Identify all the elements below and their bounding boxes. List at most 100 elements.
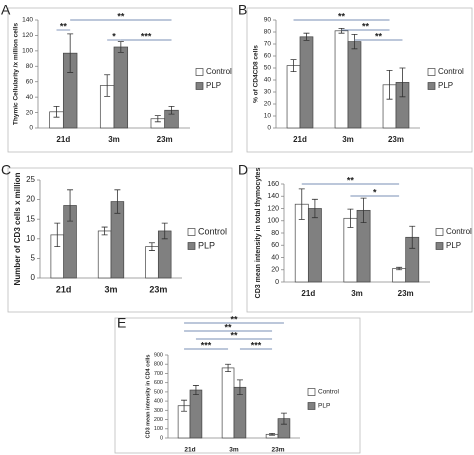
bar: [221, 367, 235, 439]
x-tick-label: 23m: [149, 284, 167, 294]
y-tick-label: 200: [154, 417, 163, 423]
legend-swatch: [187, 242, 196, 250]
y-tick-label: 800: [154, 362, 163, 368]
error-bar: [181, 399, 188, 412]
error-bar: [386, 70, 393, 100]
legend-label: Control: [198, 226, 227, 236]
x-tick-label: 23m: [157, 135, 173, 144]
panel-frame: [246, 167, 473, 313]
y-tick-label: 0: [31, 273, 36, 282]
x-tick-label: 23m: [388, 135, 404, 144]
panel-frame: [114, 317, 361, 454]
panel-label: B: [238, 2, 247, 18]
y-tick-label: 15: [26, 214, 35, 223]
x-tick-label: 21d: [56, 284, 72, 294]
error-bar: [148, 242, 155, 251]
error-bar: [351, 34, 358, 50]
bar: [392, 268, 407, 283]
significance-label: **: [117, 11, 125, 21]
y-tick-label: 20: [271, 267, 279, 274]
error-bar: [347, 208, 354, 228]
legend-label: PLP: [198, 240, 215, 250]
error-bar: [311, 198, 318, 219]
y-tick-label: 0: [160, 435, 163, 441]
panel-label: D: [238, 162, 248, 178]
y-tick-label: 600: [154, 380, 163, 386]
bar: [286, 65, 301, 129]
x-tick-label: 3m: [229, 447, 239, 454]
legend-label: Control: [446, 227, 472, 236]
panel-label: A: [1, 2, 11, 18]
significance-label: ***: [251, 340, 262, 350]
y-tick-label: 400: [154, 399, 163, 405]
error-bar: [409, 225, 416, 249]
bar: [299, 36, 314, 129]
significance-label: *: [112, 31, 116, 41]
significance-label: ***: [141, 31, 152, 41]
y-tick-label: 100: [267, 218, 279, 225]
y-tick-label: 80: [271, 230, 279, 237]
error-bar: [338, 28, 345, 34]
legend-swatch: [195, 68, 204, 76]
error-bar: [161, 222, 168, 240]
y-axis-label: % of CD4CD8 cells: [253, 45, 260, 103]
error-bar: [67, 33, 74, 73]
error-bar: [290, 59, 297, 72]
legend-swatch: [435, 228, 444, 236]
error-bar: [298, 188, 305, 220]
error-bar: [396, 266, 403, 271]
y-tick-label: 0: [267, 125, 271, 132]
panel-frame: [7, 7, 233, 153]
y-tick-label: 100: [22, 48, 33, 55]
y-tick-label: 40: [26, 94, 34, 101]
y-tick-label: 20: [264, 101, 272, 108]
x-tick-label: 21d: [293, 135, 307, 144]
error-bar: [53, 106, 60, 118]
y-tick-label: 40: [264, 77, 272, 84]
legend-swatch: [187, 228, 196, 236]
y-tick-label: 70: [264, 41, 272, 48]
y-tick-label: 50: [264, 65, 272, 72]
error-bar: [192, 385, 199, 396]
y-tick-label: 120: [267, 205, 279, 212]
x-tick-label: 3m: [351, 289, 363, 298]
legend-label: Control: [206, 67, 232, 76]
y-tick-label: 20: [26, 195, 35, 204]
y-tick-label: 40: [271, 254, 279, 261]
significance-label: **: [375, 31, 383, 41]
y-axis-label: Thymic Cellularity /x million cells: [13, 23, 20, 126]
legend-swatch: [307, 388, 316, 396]
y-tick-label: 300: [154, 408, 163, 414]
y-tick-label: 100: [154, 426, 163, 432]
error-bar: [236, 379, 243, 396]
y-tick-label: 80: [26, 63, 34, 70]
bar: [97, 230, 112, 279]
error-bar: [360, 197, 367, 223]
bar: [189, 389, 203, 439]
x-tick-label: 23m: [271, 447, 284, 454]
error-bar: [101, 226, 108, 236]
error-bar: [399, 67, 406, 98]
y-tick-label: 60: [26, 78, 34, 85]
y-tick-label: 160: [267, 181, 279, 188]
panel-frame: [7, 167, 233, 313]
y-tick-label: 30: [264, 89, 272, 96]
y-tick-label: 140: [22, 17, 33, 24]
y-tick-label: 120: [22, 32, 33, 39]
significance-label: ***: [201, 340, 212, 350]
bar: [307, 208, 322, 283]
legend-swatch: [195, 82, 204, 90]
bar: [113, 46, 129, 129]
error-bar: [154, 115, 161, 123]
significance-label: **: [338, 11, 346, 21]
y-axis-label: CD3 mean intensity in CD4 cells: [145, 355, 151, 439]
panel-label: E: [117, 315, 126, 331]
bar: [145, 246, 159, 279]
y-tick-label: 140: [267, 193, 279, 200]
error-bar: [303, 32, 310, 41]
x-tick-label: 23m: [398, 289, 414, 298]
y-axis-label: CD3 mean intensity in total thymocytes: [255, 168, 262, 299]
y-tick-label: 0: [275, 279, 279, 286]
